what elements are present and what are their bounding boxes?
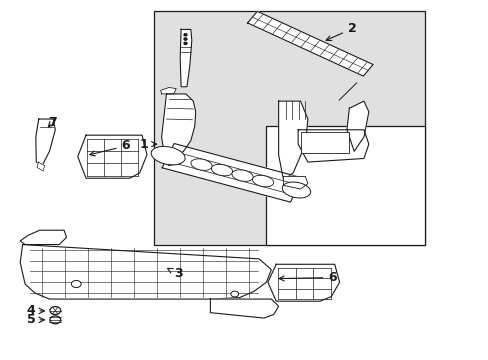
Ellipse shape [211, 164, 232, 176]
Polygon shape [161, 94, 195, 158]
Ellipse shape [282, 182, 310, 198]
Ellipse shape [50, 316, 61, 324]
Polygon shape [346, 101, 368, 151]
Polygon shape [78, 135, 147, 178]
Ellipse shape [183, 42, 186, 44]
Polygon shape [36, 119, 55, 166]
Polygon shape [160, 87, 176, 94]
Text: 1: 1 [139, 138, 156, 150]
Polygon shape [267, 264, 339, 301]
Ellipse shape [252, 175, 273, 187]
Ellipse shape [50, 307, 61, 315]
Text: 7: 7 [48, 116, 57, 129]
Text: 4: 4 [26, 305, 35, 318]
Ellipse shape [190, 159, 212, 170]
Ellipse shape [183, 38, 186, 40]
Ellipse shape [231, 170, 253, 181]
Text: 6: 6 [279, 271, 336, 284]
Polygon shape [298, 130, 368, 162]
Ellipse shape [151, 147, 185, 165]
Text: 6: 6 [90, 139, 130, 156]
Bar [300, 132, 348, 153]
Text: 5: 5 [26, 313, 35, 327]
Polygon shape [20, 230, 66, 244]
Ellipse shape [183, 34, 186, 36]
Polygon shape [278, 101, 307, 180]
Polygon shape [161, 153, 177, 166]
Polygon shape [20, 244, 271, 299]
Polygon shape [283, 176, 307, 189]
Polygon shape [210, 299, 278, 318]
Polygon shape [37, 162, 44, 171]
Bar [154, 12, 424, 244]
Ellipse shape [71, 280, 81, 288]
Text: 2: 2 [325, 22, 356, 41]
Polygon shape [162, 144, 302, 202]
Polygon shape [180, 30, 191, 87]
Text: 3: 3 [167, 267, 182, 280]
Ellipse shape [230, 291, 238, 297]
Polygon shape [247, 12, 372, 76]
Bar [266, 126, 424, 244]
